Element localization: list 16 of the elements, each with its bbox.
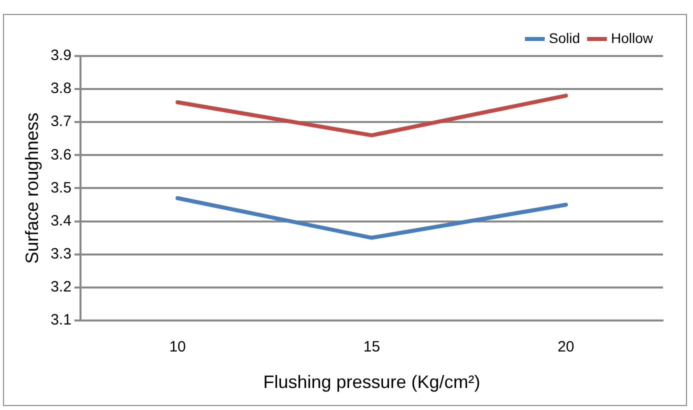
legend-label: Solid — [548, 30, 580, 46]
y-tick-label: 3.7 — [50, 113, 72, 130]
y-tick-label: 3.6 — [50, 146, 72, 164]
legend-label: Hollow — [610, 30, 654, 46]
x-tick-label: 20 — [558, 338, 574, 356]
y-tick-label: 3.2 — [50, 278, 72, 296]
y-tick-label: 3.1 — [50, 312, 72, 329]
y-axis-title: Surface roughness — [22, 112, 42, 264]
y-tick-label: 3.8 — [50, 80, 72, 98]
y-tick-label: 3.3 — [50, 245, 72, 262]
x-axis-title: Flushing pressure (Kg/cm²) — [263, 372, 480, 392]
y-tick-label: 3.9 — [50, 47, 72, 64]
x-tick-label: 10 — [169, 338, 186, 356]
y-tick-label: 3.5 — [50, 179, 72, 196]
y-tick-label: 3.4 — [50, 212, 72, 230]
x-tick-label: 15 — [363, 338, 380, 356]
